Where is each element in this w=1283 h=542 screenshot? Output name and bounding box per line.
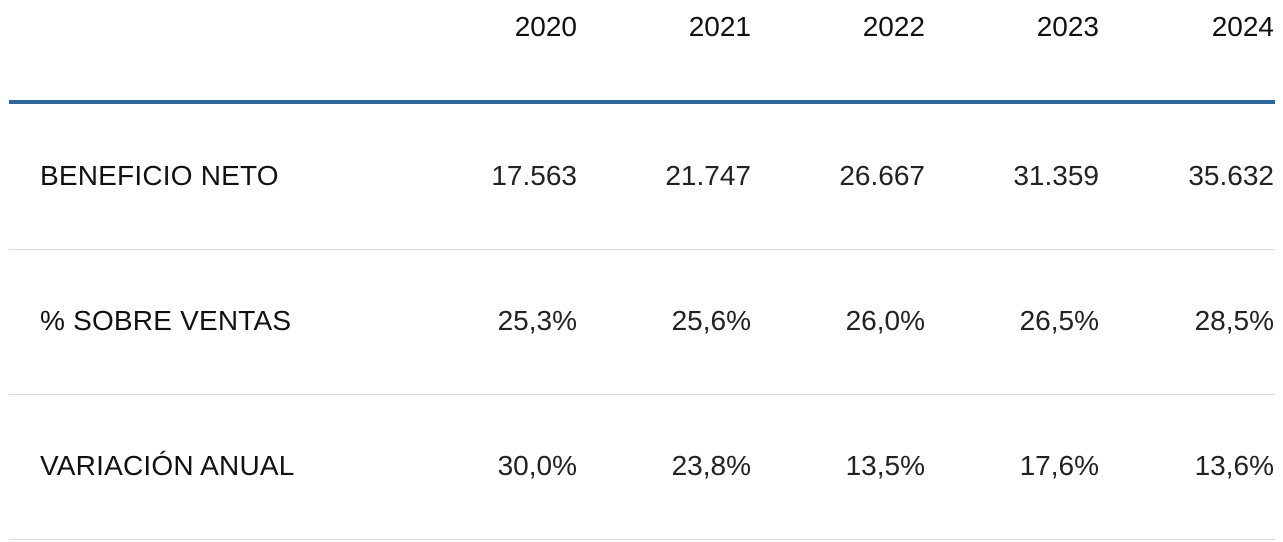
table-cell: 23,8% <box>671 450 751 481</box>
column-header: 2020 <box>514 11 577 42</box>
row-label: % SOBRE VENTAS <box>40 305 292 336</box>
table-cell: 25,6% <box>671 305 751 336</box>
row-separator <box>9 394 1275 395</box>
table-cell: 30,0% <box>497 450 577 481</box>
column-header: 2021 <box>688 11 751 42</box>
row-separator <box>9 539 1275 540</box>
table-cell: 26.667 <box>839 160 925 191</box>
row-label: VARIACIÓN ANUAL <box>40 450 295 481</box>
table-cell: 26,0% <box>845 305 925 336</box>
table-cell: 25,3% <box>497 305 577 336</box>
table-cell: 31.359 <box>1013 160 1099 191</box>
table-cell: 21.747 <box>665 160 751 191</box>
table-cell: 13,6% <box>1194 450 1274 481</box>
table-cell: 17,6% <box>1019 450 1099 481</box>
column-header: 2024 <box>1211 11 1274 42</box>
header-rule <box>9 100 1275 104</box>
table-cell: 26,5% <box>1019 305 1099 336</box>
row-separator <box>9 249 1275 250</box>
table-cell: 35.632 <box>1188 160 1274 191</box>
table-cell: 28,5% <box>1194 305 1274 336</box>
column-header: 2022 <box>862 11 925 42</box>
column-header: 2023 <box>1036 11 1099 42</box>
table-cell: 17.563 <box>491 160 577 191</box>
row-label: BENEFICIO NETO <box>40 160 279 191</box>
table-cell: 13,5% <box>845 450 925 481</box>
